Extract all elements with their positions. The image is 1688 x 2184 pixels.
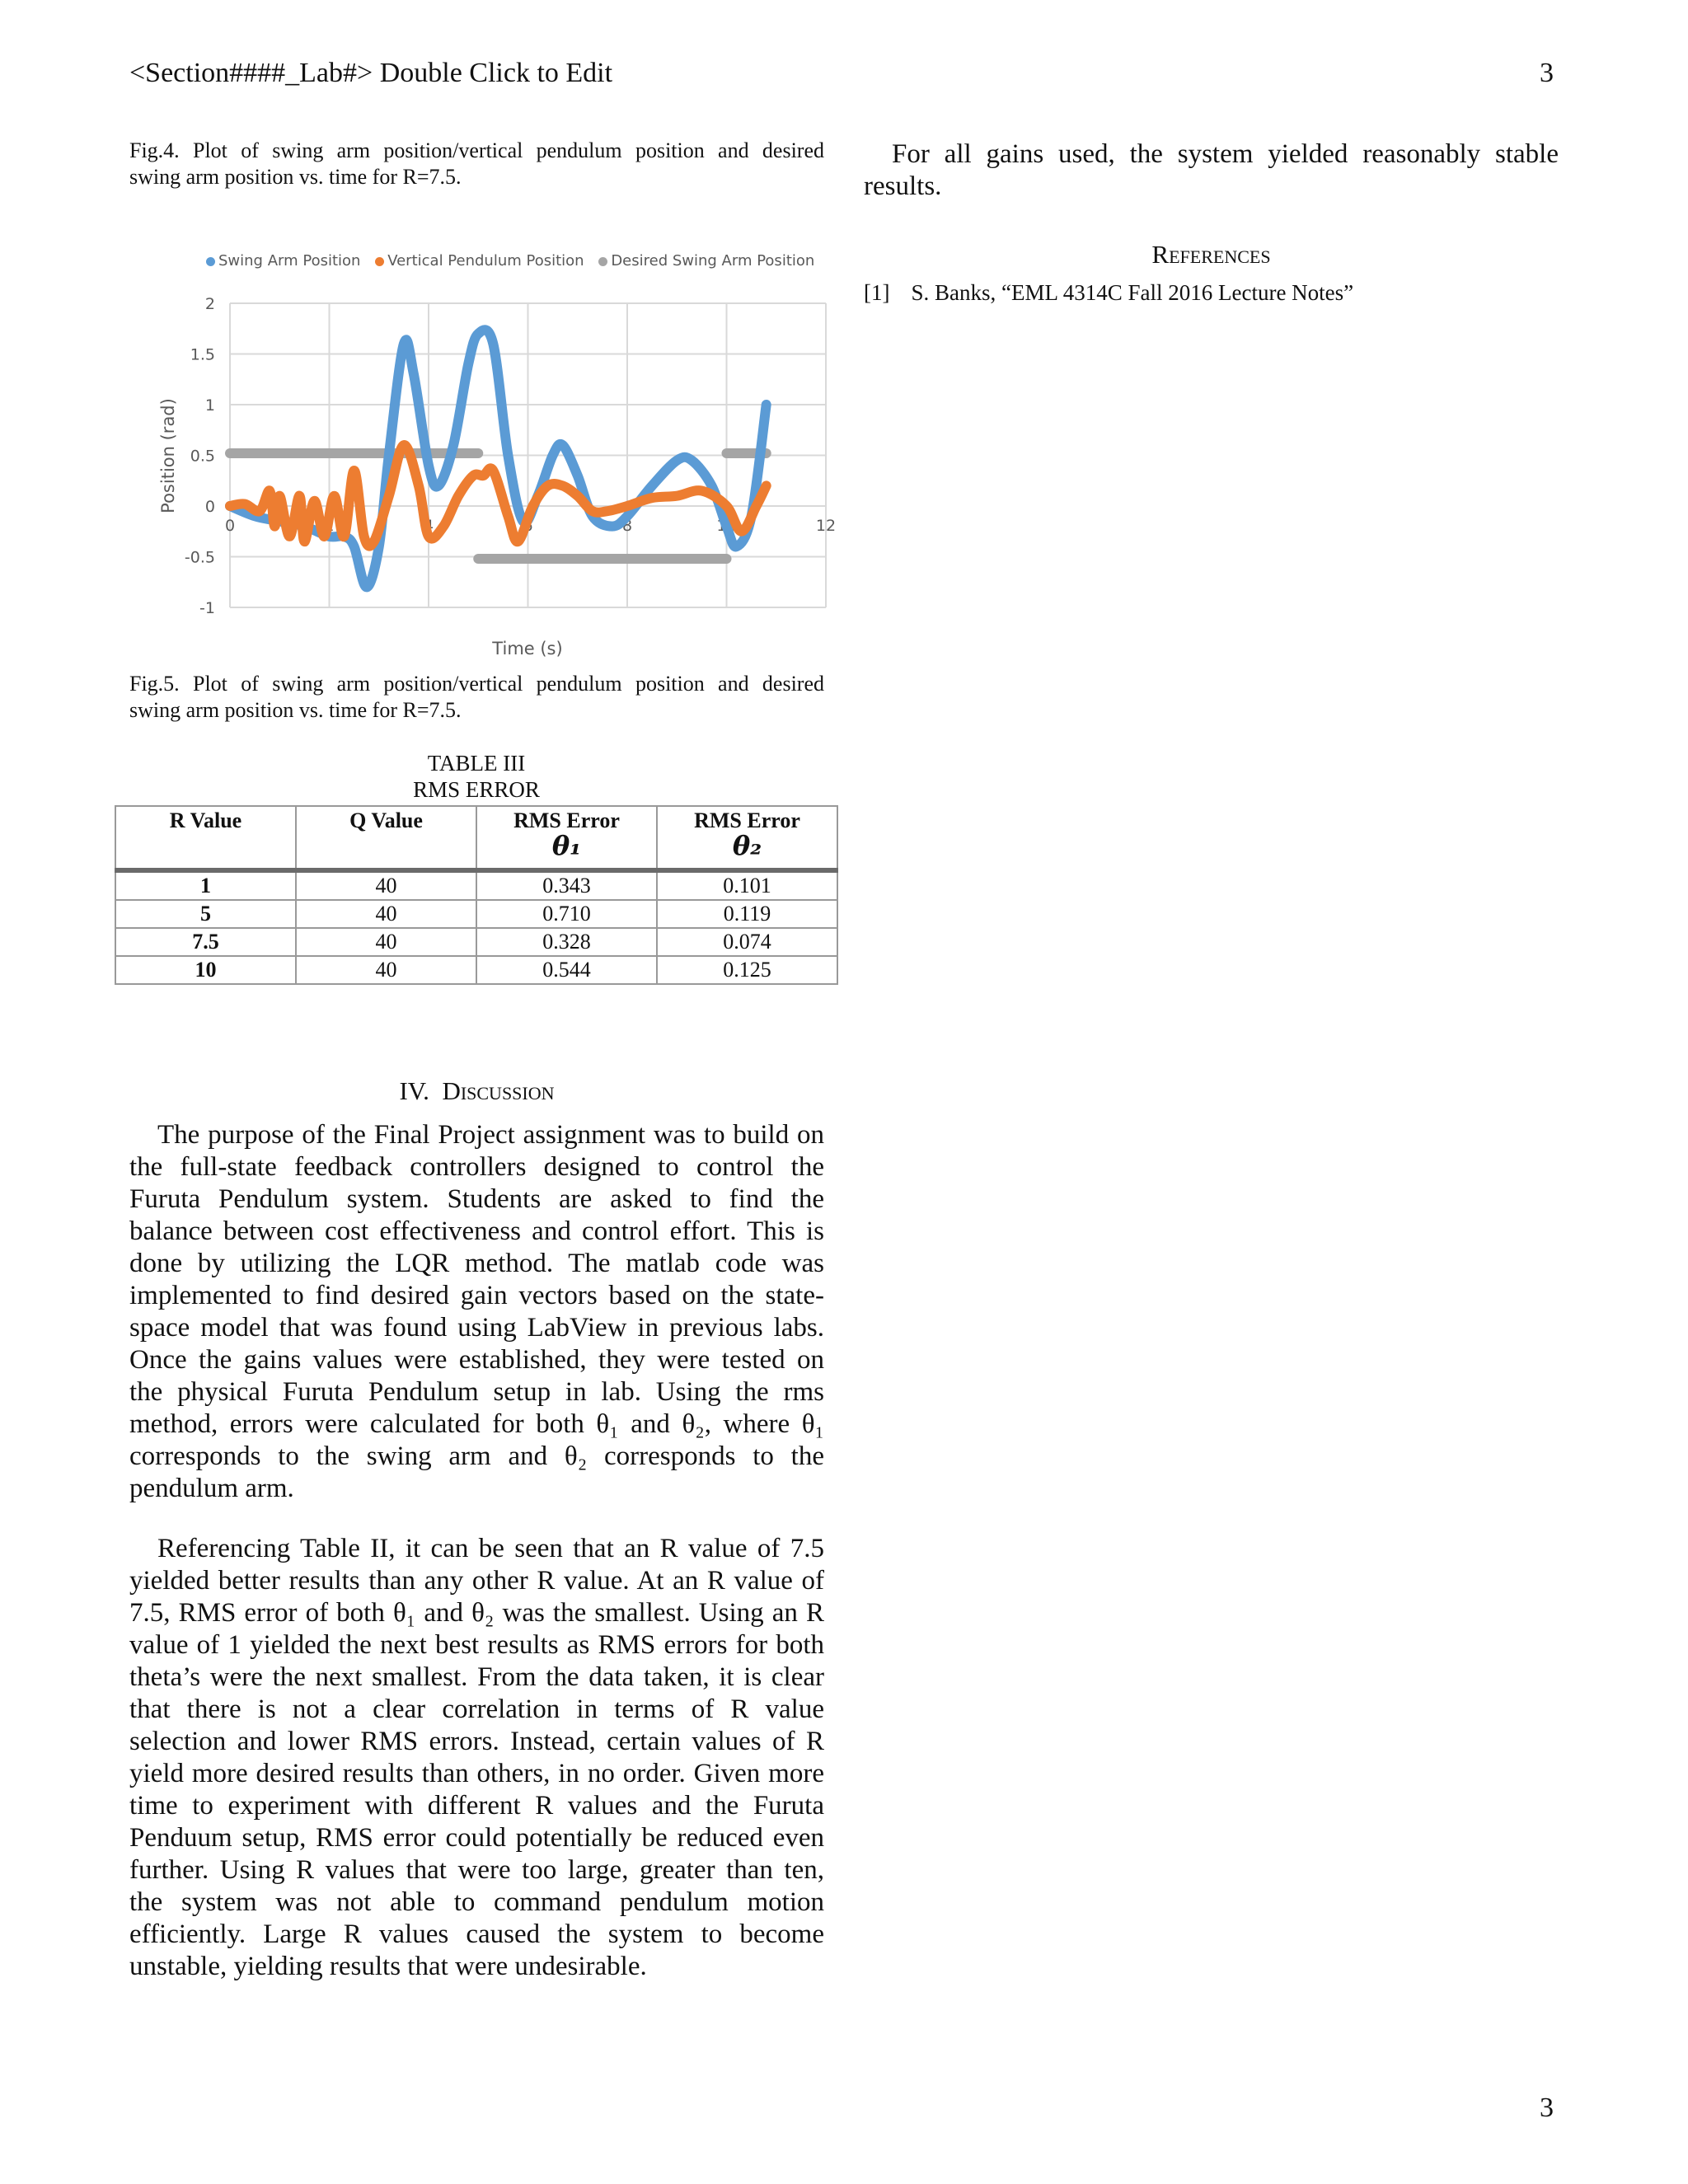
cell-rms2: 0.074 — [656, 927, 838, 957]
table-row: 5 40 0.710 0.119 — [115, 899, 838, 929]
cell-rms1: 0.343 — [476, 869, 658, 901]
position-vs-time-chart: 21.510.50-0.5-10 2 4 6 8 10 12 Time (s) Positi… — [158, 295, 836, 658]
text-line: results. — [864, 171, 942, 201]
legend-item-desired: Desired Swing Arm Position — [598, 252, 814, 269]
fig5-caption: Fig.5. Plot of swing arm position/vertic… — [129, 671, 824, 724]
chart-legend: Swing Arm Position Vertical Pendulum Pos… — [206, 252, 824, 269]
cell-r: 5 — [115, 899, 297, 929]
x-tick-label: 12 — [816, 517, 836, 535]
fig5-caption-line: swing arm position vs. time for R=7.5. — [129, 698, 462, 722]
page-header-title[interactable]: <Section####_Lab#> Double Click to Edit — [129, 58, 613, 88]
text-line: value of 1 yielded the next best results… — [129, 1630, 824, 1660]
cell-rms2: 0.119 — [656, 899, 838, 929]
text-line: space model that was found using LabView… — [129, 1313, 824, 1343]
text-line: Once the gains values were established, … — [129, 1345, 824, 1375]
y-axis-label: Position (rad) — [158, 398, 178, 513]
fig5-caption-line: Fig.5. Plot of swing arm position/vertic… — [129, 672, 824, 696]
y-tick-label: 0 — [205, 498, 215, 516]
header-q-value: Q Value — [295, 805, 477, 871]
x-tick-label: 0 — [225, 517, 235, 535]
legend-item-pendulum: Vertical Pendulum Position — [375, 252, 584, 269]
text-line: 7.5, RMS error of both θ₁ and θ₂ was the… — [129, 1598, 824, 1628]
text-line: theta’s were the next smallest. From the… — [129, 1662, 824, 1692]
y-tick-label: 1 — [205, 396, 215, 415]
header-page-number: 3 — [1540, 58, 1554, 88]
legend-marker — [598, 256, 608, 266]
header-rms-theta2: RMS Error θ₂ — [656, 805, 838, 871]
cell-rms1: 0.328 — [476, 927, 658, 957]
text-line: further. Using R values that were too la… — [129, 1855, 824, 1885]
text-line: the system was not able to command pendu… — [129, 1887, 824, 1917]
cell-rms2: 0.101 — [656, 869, 838, 901]
reference-text: S. Banks, “EML 4314C Fall 2016 Lecture N… — [911, 280, 1354, 305]
legend-label: Vertical Pendulum Position — [387, 252, 584, 269]
discussion-paragraph-1: The purpose of the Final Project assignm… — [129, 1119, 824, 1505]
cell-q: 40 — [295, 955, 477, 985]
text-line: Penduum setup, RMS error could potential… — [129, 1823, 824, 1853]
cell-rms1: 0.544 — [476, 955, 658, 985]
text-line: unstable, yielding results that were und… — [129, 1952, 647, 1981]
reference-label: [1] — [864, 280, 890, 305]
y-tick-label: 2 — [205, 295, 215, 313]
text-line: selection and lower RMS errors. Instead,… — [129, 1727, 824, 1756]
fig4-caption: Fig.4. Plot of swing arm position/vertic… — [129, 138, 824, 190]
legend-item-swing-arm: Swing Arm Position — [206, 252, 360, 269]
table-header-row: R Value Q Value RMS Error θ₁ RMS Error θ₂ — [115, 805, 838, 871]
cell-rms1: 0.710 — [476, 899, 658, 929]
text-line: For all gains used, the system yielded r… — [892, 139, 1559, 169]
y-tick-label: 1.5 — [190, 346, 215, 364]
cell-q: 40 — [295, 927, 477, 957]
table-title: TABLE III — [427, 751, 526, 776]
legend-label: Desired Swing Arm Position — [611, 252, 815, 269]
text-line: time to experiment with different R valu… — [129, 1791, 824, 1821]
cell-q: 40 — [295, 899, 477, 929]
reference-item: [1] S. Banks, “EML 4314C Fall 2016 Lectur… — [864, 280, 1559, 306]
text-line: Referencing Table II, it can be seen tha… — [157, 1534, 824, 1563]
table-row: 10 40 0.544 0.125 — [115, 955, 838, 985]
cell-r: 10 — [115, 955, 297, 985]
legend-label: Swing Arm Position — [218, 252, 361, 269]
vertical-pendulum-position-line — [225, 440, 771, 551]
y-tick-label: 0.5 — [190, 448, 215, 466]
rms-error-table: R Value Q Value RMS Error θ₁ RMS Error θ₂ … — [115, 805, 838, 985]
cell-r: 7.5 — [115, 927, 297, 957]
legend-marker — [206, 256, 215, 266]
text-line: the full-state feedback controllers desi… — [129, 1152, 824, 1182]
cell-q: 40 — [295, 869, 477, 901]
cell-r: 1 — [115, 869, 297, 901]
cell-rms2: 0.125 — [656, 955, 838, 985]
header-r-value: R Value — [115, 805, 297, 871]
fig4-caption-line: Fig.4. Plot of swing arm position/vertic… — [129, 138, 824, 162]
text-line: Furuta Pendulum system. Students are ask… — [129, 1184, 824, 1214]
discussion-heading: IV. Discussion — [399, 1076, 555, 1105]
discussion-paragraph-2: Referencing Table II, it can be seen tha… — [129, 1533, 824, 1983]
legend-marker — [375, 256, 385, 266]
y-tick-label: -0.5 — [185, 549, 215, 567]
text-line: yielded better results than any other R … — [129, 1566, 824, 1596]
text-line: done by utilizing the LQR method. The ma… — [129, 1249, 824, 1278]
x-axis-label: Time (s) — [491, 639, 562, 658]
text-line: yield more desired results than others, … — [129, 1759, 824, 1788]
footer-page-number: 3 — [1540, 2093, 1554, 2123]
text-line: that there is not a clear correlation in… — [129, 1694, 824, 1724]
text-line: method, errors were calculated for both … — [129, 1409, 824, 1439]
text-line: efficiently. Large R values caused the s… — [129, 1919, 824, 1949]
references-heading: References — [1151, 240, 1271, 269]
text-line: the physical Furuta Pendulum setup in la… — [129, 1377, 824, 1407]
table-row: 7.5 40 0.328 0.074 — [115, 927, 838, 957]
text-line: implemented to find desired gain vectors… — [129, 1281, 824, 1310]
text-line: corresponds to the swing arm and θ₂ corr… — [129, 1441, 824, 1471]
text-line: pendulum arm. — [129, 1474, 294, 1503]
text-line: The purpose of the Final Project assignm… — [157, 1120, 824, 1150]
header-rms-theta1: RMS Error θ₁ — [476, 805, 658, 871]
conclusion-paragraph: For all gains used, the system yielded r… — [864, 138, 1559, 203]
y-tick-label: -1 — [199, 599, 215, 617]
text-line: balance between cost effectiveness and c… — [129, 1216, 824, 1246]
table-row: 1 40 0.343 0.101 — [115, 869, 838, 901]
swing-arm-position-line — [225, 325, 771, 593]
table-subtitle: RMS ERROR — [413, 777, 540, 802]
fig4-caption-line: swing arm position vs. time for R=7.5. — [129, 165, 462, 189]
